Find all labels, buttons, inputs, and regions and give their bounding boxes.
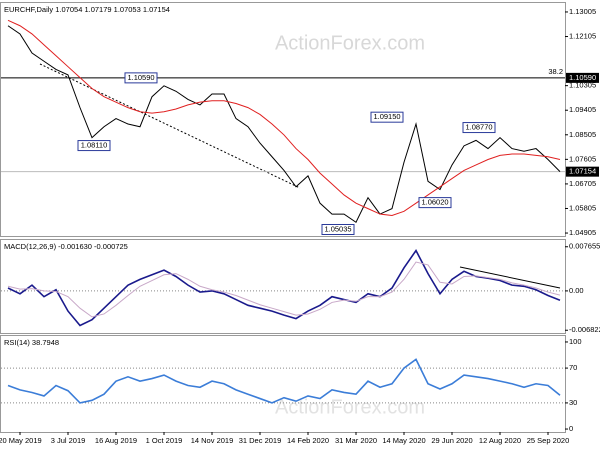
y-tick-label: 0.00: [569, 286, 584, 295]
annotation-label: 1.09150: [373, 112, 400, 121]
series-line: [7, 358, 561, 404]
x-tick-label: 31 Mar 2020: [335, 436, 377, 445]
rsi-panel: [0, 335, 566, 433]
x-tick-label: 3 Jul 2019: [51, 436, 86, 445]
annotation-label: 1.05035: [324, 224, 351, 233]
y-tick-label: 30: [569, 398, 577, 407]
y-tick-label: 0: [569, 424, 573, 433]
panel-title: EURCHF,Daily 1.07054 1.07179 1.07053 1.0…: [4, 5, 170, 14]
series-line: [7, 19, 561, 216]
panel-title: RSI(14) 38.7948: [4, 338, 59, 347]
trend-line: [459, 266, 561, 289]
watermark: ActionForex.com: [275, 396, 425, 418]
y-tick-label: 1.09405: [569, 105, 596, 114]
y-tick-label: 1.12105: [569, 32, 596, 41]
annotation-box: [321, 223, 355, 235]
y-tick-label: 1.06705: [569, 179, 596, 188]
axis-price-label: 1.10590: [569, 73, 596, 82]
macd-panel: [0, 239, 566, 334]
annotation-label: 1.08110: [81, 141, 108, 150]
x-tick-label: 20 May 2019: [0, 436, 42, 445]
y-tick-label: 1.10305: [569, 81, 596, 90]
last-price-label: 1.07154: [569, 167, 596, 176]
y-tick-label: 0.007655: [569, 242, 600, 251]
y-tick-label: 1.04905: [569, 228, 596, 237]
x-tick-label: 12 Aug 2020: [479, 436, 521, 445]
y-tick-label: -0.006822: [569, 325, 600, 334]
y-tick-label: 1.13005: [569, 7, 596, 16]
annotation-box: [418, 197, 452, 209]
annotation-box: [462, 122, 496, 134]
x-tick-label: 14 Nov 2019: [191, 436, 234, 445]
y-tick-label: 100: [569, 337, 582, 346]
price-panel: [0, 2, 566, 237]
series-line: [7, 25, 561, 223]
trend-line: [39, 63, 301, 189]
annotation-box: [370, 111, 404, 123]
y-tick-label: 1.07605: [569, 154, 596, 163]
annotation-box: [124, 72, 158, 84]
series-line: [7, 261, 561, 318]
annotation-label: 1.08770: [465, 123, 492, 132]
watermark: ActionForex.com: [275, 32, 425, 54]
x-tick-label: 1 Oct 2019: [146, 436, 183, 445]
annotation-label: 1.06020: [421, 198, 448, 207]
panel-title: MACD(12,26,9) -0.001630 -0.000725: [4, 242, 128, 251]
price-box: [566, 72, 599, 83]
x-tick-label: 14 Feb 2020: [287, 436, 329, 445]
y-tick-label: 70: [569, 363, 577, 372]
y-tick-label: 1.05805: [569, 203, 596, 212]
price-box: [566, 166, 599, 177]
series-line: [7, 248, 561, 327]
x-tick-label: 29 Jun 2020: [431, 436, 472, 445]
x-tick-label: 14 May 2020: [382, 436, 425, 445]
y-tick-label: 1.08505: [569, 130, 596, 139]
x-tick-label: 31 Dec 2019: [239, 436, 282, 445]
annotation-box: [77, 140, 111, 152]
x-tick-label: 16 Aug 2019: [95, 436, 137, 445]
x-tick-label: 25 Sep 2020: [527, 436, 570, 445]
fib-label: 38.2: [548, 67, 563, 76]
annotation-label: 1.10590: [127, 73, 154, 82]
